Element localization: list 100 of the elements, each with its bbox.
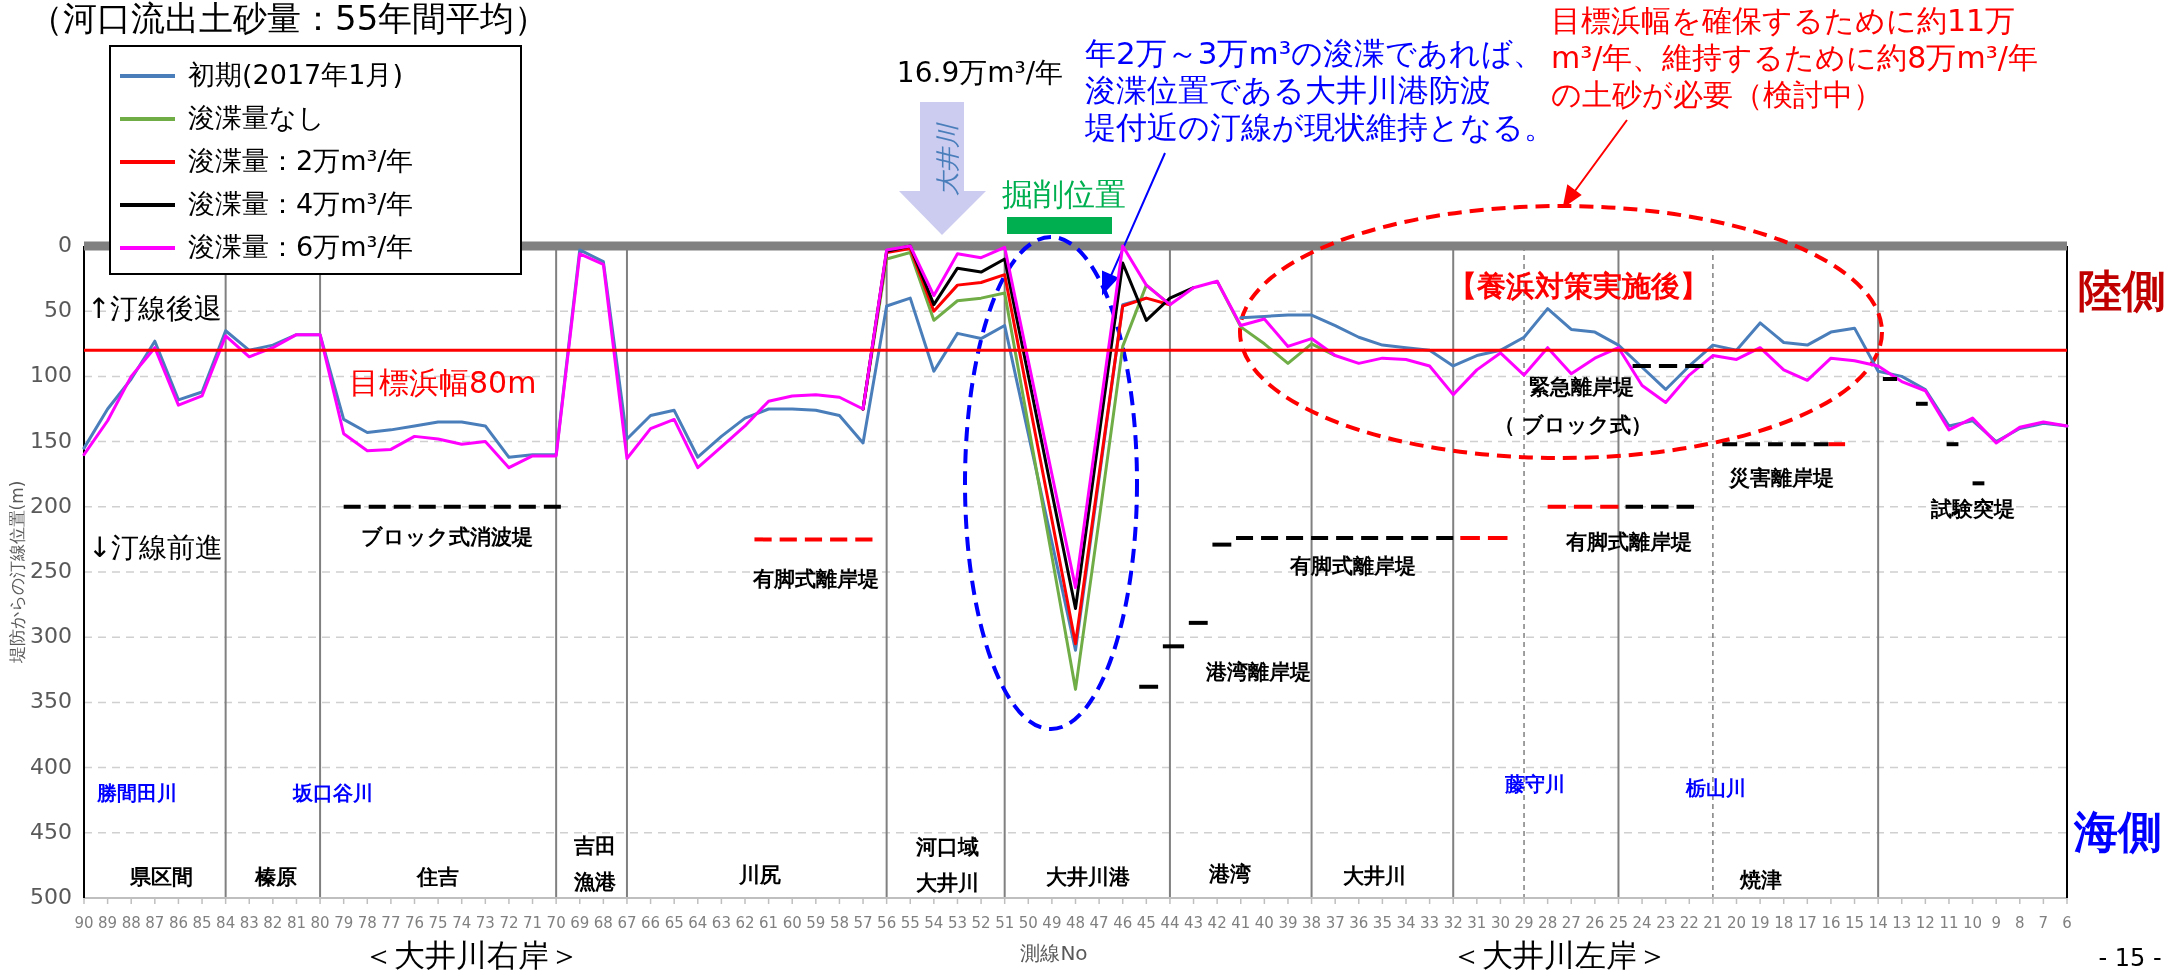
x-tick-label: 25 <box>1608 913 1629 932</box>
x-tick-label: 90 <box>74 913 94 932</box>
x-axis-title: 測線No <box>1020 941 1088 965</box>
annotation: 大井川港 <box>1046 865 1131 889</box>
text: ＜大井川右岸＞ <box>362 937 580 973</box>
y-tick-label: 250 <box>30 558 72 583</box>
x-tick-label: 89 <box>98 913 118 932</box>
annotation: 吉田漁港 <box>573 834 617 894</box>
x-tick-label: 17 <box>1797 913 1817 932</box>
x-tick-label: 80 <box>310 913 330 932</box>
x-tick-label: 85 <box>192 913 212 932</box>
y-axis-title: 堤防からの汀線位置(m) <box>7 480 27 665</box>
x-tick-label: 74 <box>452 913 472 932</box>
x-tick-label: 37 <box>1325 913 1345 932</box>
x-tick-label: 42 <box>1207 913 1227 932</box>
annotation: 県区間 <box>128 865 193 889</box>
annotation: 有脚式離岸堤 <box>752 567 879 591</box>
y-tick-label: 150 <box>30 427 72 453</box>
x-tick-label: 38 <box>1302 913 1322 932</box>
x-tick-label: 70 <box>546 913 566 932</box>
x-tick-label: 40 <box>1254 913 1274 932</box>
annotation: 焼津 <box>1739 868 1782 892</box>
annotation: 川尻 <box>738 863 781 887</box>
legend-label: 浚渫量：6万m³/年 <box>188 230 414 262</box>
x-tick-label: 58 <box>829 913 849 932</box>
annotation: 災害離岸堤 <box>1727 466 1834 490</box>
x-tick-label: 30 <box>1490 913 1510 932</box>
annotation: 勝間田川 <box>96 781 177 805</box>
x-tick-label: 76 <box>404 913 425 932</box>
x-tick-label: 60 <box>782 913 802 932</box>
x-tick-label: 28 <box>1538 913 1558 932</box>
annotation: 試験突堤 <box>1930 497 2015 521</box>
x-tick-label: 83 <box>239 913 259 932</box>
annotation: 坂口谷川 <box>292 781 373 805</box>
x-tick-label: 13 <box>1892 913 1912 932</box>
annotation: 榛原 <box>254 865 297 889</box>
y-tick-label: 450 <box>30 818 72 844</box>
x-tick-label: 57 <box>853 913 873 932</box>
x-tick-label: 79 <box>334 913 354 932</box>
x-tick-label: 84 <box>216 913 236 932</box>
x-tick-label: 34 <box>1396 913 1416 932</box>
x-tick-label: 7 <box>2038 913 2049 932</box>
text: ＜大井川左岸＞ <box>1450 937 1668 973</box>
x-tick-label: 15 <box>1844 913 1865 932</box>
x-tick-label: 14 <box>1868 913 1888 932</box>
x-tick-label: 64 <box>688 913 708 932</box>
x-tick-label: 66 <box>641 913 661 932</box>
x-tick-label: 68 <box>593 913 613 932</box>
x-tick-label: 81 <box>286 913 307 932</box>
annotation: ↓汀線前進 <box>88 531 224 564</box>
x-tick-label: 8 <box>2015 913 2025 932</box>
legend-label: 浚渫量：4万m³/年 <box>188 187 414 219</box>
x-tick-label: 26 <box>1585 913 1605 932</box>
x-tick-label: 9 <box>1991 913 2001 932</box>
x-tick-label: 75 <box>428 913 448 932</box>
annotation: 【養浜対策実施後】 <box>1448 269 1709 303</box>
annotation: ↑汀線後退 <box>87 292 223 325</box>
x-tick-label: 33 <box>1420 913 1440 932</box>
x-tick-label: 47 <box>1089 913 1109 932</box>
x-tick-label: 69 <box>570 913 590 932</box>
annotation: 河口域大井川 <box>914 835 979 895</box>
y-tick-label: 100 <box>30 362 72 388</box>
x-tick-label: 20 <box>1726 913 1747 932</box>
annotation: 栃山川 <box>1685 776 1746 800</box>
x-tick-label: 62 <box>735 913 755 932</box>
x-tick-label: 54 <box>924 913 944 932</box>
x-tick-label: 71 <box>522 913 543 932</box>
y-tick-label: 400 <box>30 753 72 779</box>
x-tick-label: 65 <box>664 913 684 932</box>
x-tick-label: 46 <box>1113 913 1133 932</box>
annotation: 住吉 <box>416 865 459 889</box>
x-tick-label: 12 <box>1915 913 1935 932</box>
x-tick-label: 11 <box>1939 913 1959 932</box>
x-tick-label: 87 <box>145 913 165 932</box>
text: - 15 - <box>2098 944 2162 972</box>
annotation: ブロック式消波堤 <box>361 525 533 549</box>
x-tick-label: 6 <box>2062 913 2072 932</box>
annotation: 大井川 <box>1342 864 1406 888</box>
x-tick-label: 61 <box>759 913 779 932</box>
annotation: 藤守川 <box>1504 772 1565 796</box>
text: 大井川 <box>934 122 962 196</box>
x-tick-label: 50 <box>1018 913 1038 932</box>
x-tick-label: 41 <box>1231 913 1251 932</box>
x-tick-label: 23 <box>1656 913 1676 932</box>
x-tick-label: 22 <box>1679 913 1699 932</box>
x-tick-label: 45 <box>1136 913 1156 932</box>
x-tick-label: 36 <box>1349 913 1369 932</box>
x-tick-label: 82 <box>263 913 283 932</box>
x-tick-label: 31 <box>1467 913 1487 932</box>
legend-label: 浚渫量なし <box>188 101 325 133</box>
legend-label: 浚渫量：2万m³/年 <box>188 144 414 176</box>
x-tick-label: 72 <box>499 913 519 932</box>
x-tick-label: 86 <box>168 913 188 932</box>
x-tick-label: 59 <box>806 913 826 932</box>
x-tick-label: 56 <box>877 913 897 932</box>
x-tick-label: 43 <box>1183 913 1204 932</box>
text: 海側 <box>2073 806 2162 857</box>
x-tick-label: 39 <box>1278 913 1298 932</box>
y-tick-label: 50 <box>44 297 72 323</box>
x-tick-label: 48 <box>1065 913 1086 932</box>
